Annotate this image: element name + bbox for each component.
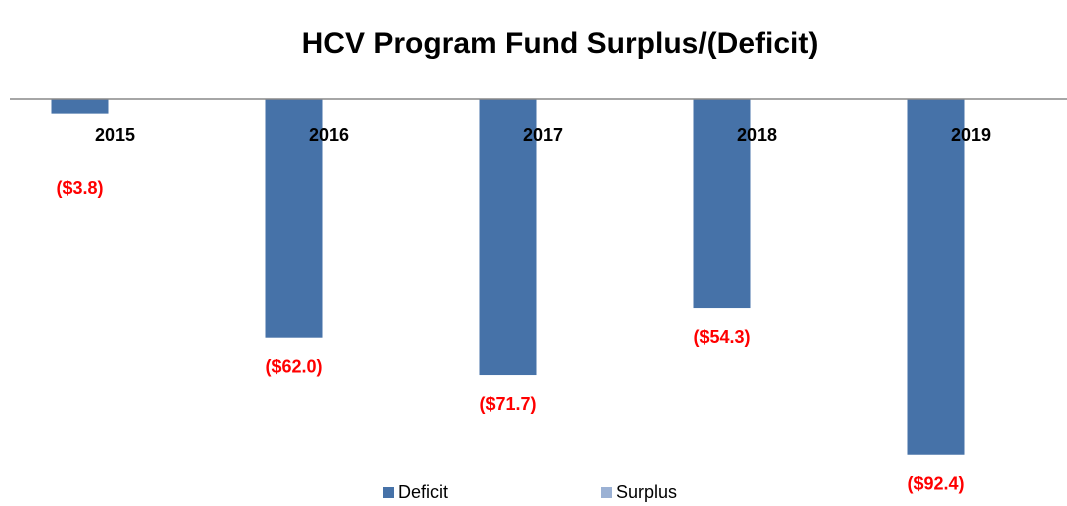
- bar: [51, 99, 109, 114]
- bar: [265, 99, 323, 338]
- value-label: ($62.0): [265, 356, 322, 376]
- legend-label: Surplus: [616, 482, 677, 502]
- x-tick-label: 2016: [309, 125, 349, 145]
- value-label: ($92.4): [907, 473, 964, 493]
- chart-title: HCV Program Fund Surplus/(Deficit): [302, 27, 819, 60]
- bar: [693, 99, 751, 309]
- bar: [479, 99, 537, 376]
- value-label: ($54.3): [693, 327, 750, 347]
- value-label: ($3.8): [56, 178, 103, 198]
- bar: [907, 99, 965, 455]
- legend-label: Deficit: [398, 482, 448, 502]
- x-tick-label: 2015: [95, 125, 135, 145]
- x-tick-label: 2019: [951, 125, 991, 145]
- x-tick-label: 2017: [523, 125, 563, 145]
- legend-swatch: [383, 487, 394, 498]
- value-label: ($71.7): [479, 394, 536, 414]
- x-tick-label: 2018: [737, 125, 777, 145]
- legend-swatch: [601, 487, 612, 498]
